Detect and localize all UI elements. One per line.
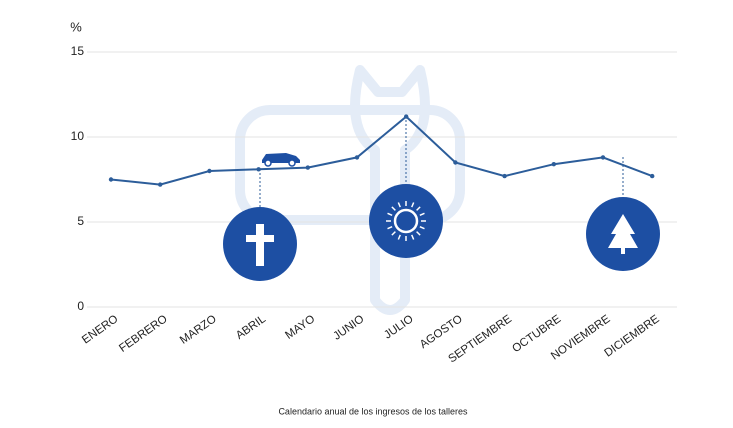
x-tick-label: DICIEMBRE xyxy=(602,313,661,360)
y-tick-label: 15 xyxy=(71,44,85,58)
y-tick-label: 0 xyxy=(77,299,84,313)
point xyxy=(108,177,114,182)
point xyxy=(502,173,507,179)
line xyxy=(110,115,653,186)
point xyxy=(207,168,212,174)
ray xyxy=(411,202,415,208)
car-icon xyxy=(262,153,300,167)
cross xyxy=(256,224,264,266)
ray xyxy=(416,206,421,211)
point xyxy=(453,160,458,165)
x-tick-label: AGOSTO xyxy=(418,313,465,351)
point xyxy=(158,182,163,187)
ray xyxy=(419,212,425,216)
cross xyxy=(246,235,274,242)
icons xyxy=(223,116,660,281)
ray xyxy=(397,202,401,208)
y-axis-label: % xyxy=(70,19,82,34)
summer-icon xyxy=(369,184,443,258)
caption: Calendario anual de los ingresos de los … xyxy=(278,406,468,416)
point xyxy=(305,165,310,170)
ray xyxy=(397,234,401,240)
sun xyxy=(393,208,419,234)
ray xyxy=(387,212,393,216)
y-tick-label: 10 xyxy=(71,129,85,143)
ray xyxy=(419,226,425,230)
point xyxy=(354,155,360,160)
y-tick-label: 5 xyxy=(77,214,84,228)
watermark xyxy=(235,65,465,315)
x-tick-label: ENERO xyxy=(80,313,120,346)
x-tick-label: MARZO xyxy=(178,313,219,347)
ray xyxy=(416,231,421,236)
sun-rays xyxy=(386,201,426,241)
point xyxy=(650,173,655,179)
ray xyxy=(391,206,396,211)
x-tick-label: JUNIO xyxy=(331,313,366,343)
point xyxy=(600,155,606,160)
x-tick-label: JULIO xyxy=(382,313,416,342)
x-tick-label: FEBRERO xyxy=(117,313,169,355)
ray xyxy=(391,231,396,236)
ray xyxy=(411,234,415,240)
x-tick-label: ABRIL xyxy=(234,313,269,342)
point xyxy=(551,162,556,167)
tree xyxy=(608,214,638,248)
ray xyxy=(387,226,393,230)
tree-trunk xyxy=(621,248,625,254)
x-tick-label: MAYO xyxy=(283,313,317,342)
